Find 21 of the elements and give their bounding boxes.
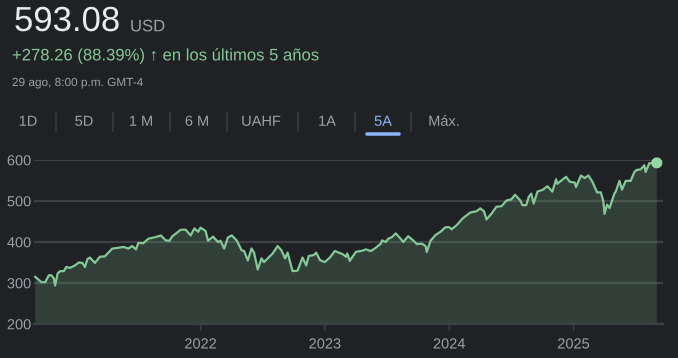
y-tick-label: 400 xyxy=(7,237,31,248)
text: 29 ago, 8:00 p.m. GMT-4 xyxy=(12,78,143,88)
x-tick-label: 2023 xyxy=(309,338,340,349)
x-tick-label: 2025 xyxy=(558,338,590,349)
text: 5D xyxy=(75,116,93,126)
y-tick-label: 600 xyxy=(8,155,31,166)
chart-title: 593.08 xyxy=(15,6,119,32)
text: USD xyxy=(131,20,164,32)
y-tick-label: 300 xyxy=(7,278,31,288)
y-tick-label: 500 xyxy=(7,196,31,206)
y-tick-label: 200 xyxy=(8,319,31,330)
chart-subtitle: +278.26 (88.39%) ↑ en los últimos 5 años xyxy=(12,48,319,64)
x-tick-label: 2022 xyxy=(185,338,216,349)
text: 1A xyxy=(319,116,336,126)
text: Máx. xyxy=(429,115,458,126)
text: 6 M xyxy=(186,116,208,126)
x-tick-label: 2024 xyxy=(434,338,465,349)
text: UAHF xyxy=(242,116,280,126)
text: 5A xyxy=(374,116,392,126)
text: 1D xyxy=(20,116,37,126)
text: 1 M xyxy=(130,116,152,126)
